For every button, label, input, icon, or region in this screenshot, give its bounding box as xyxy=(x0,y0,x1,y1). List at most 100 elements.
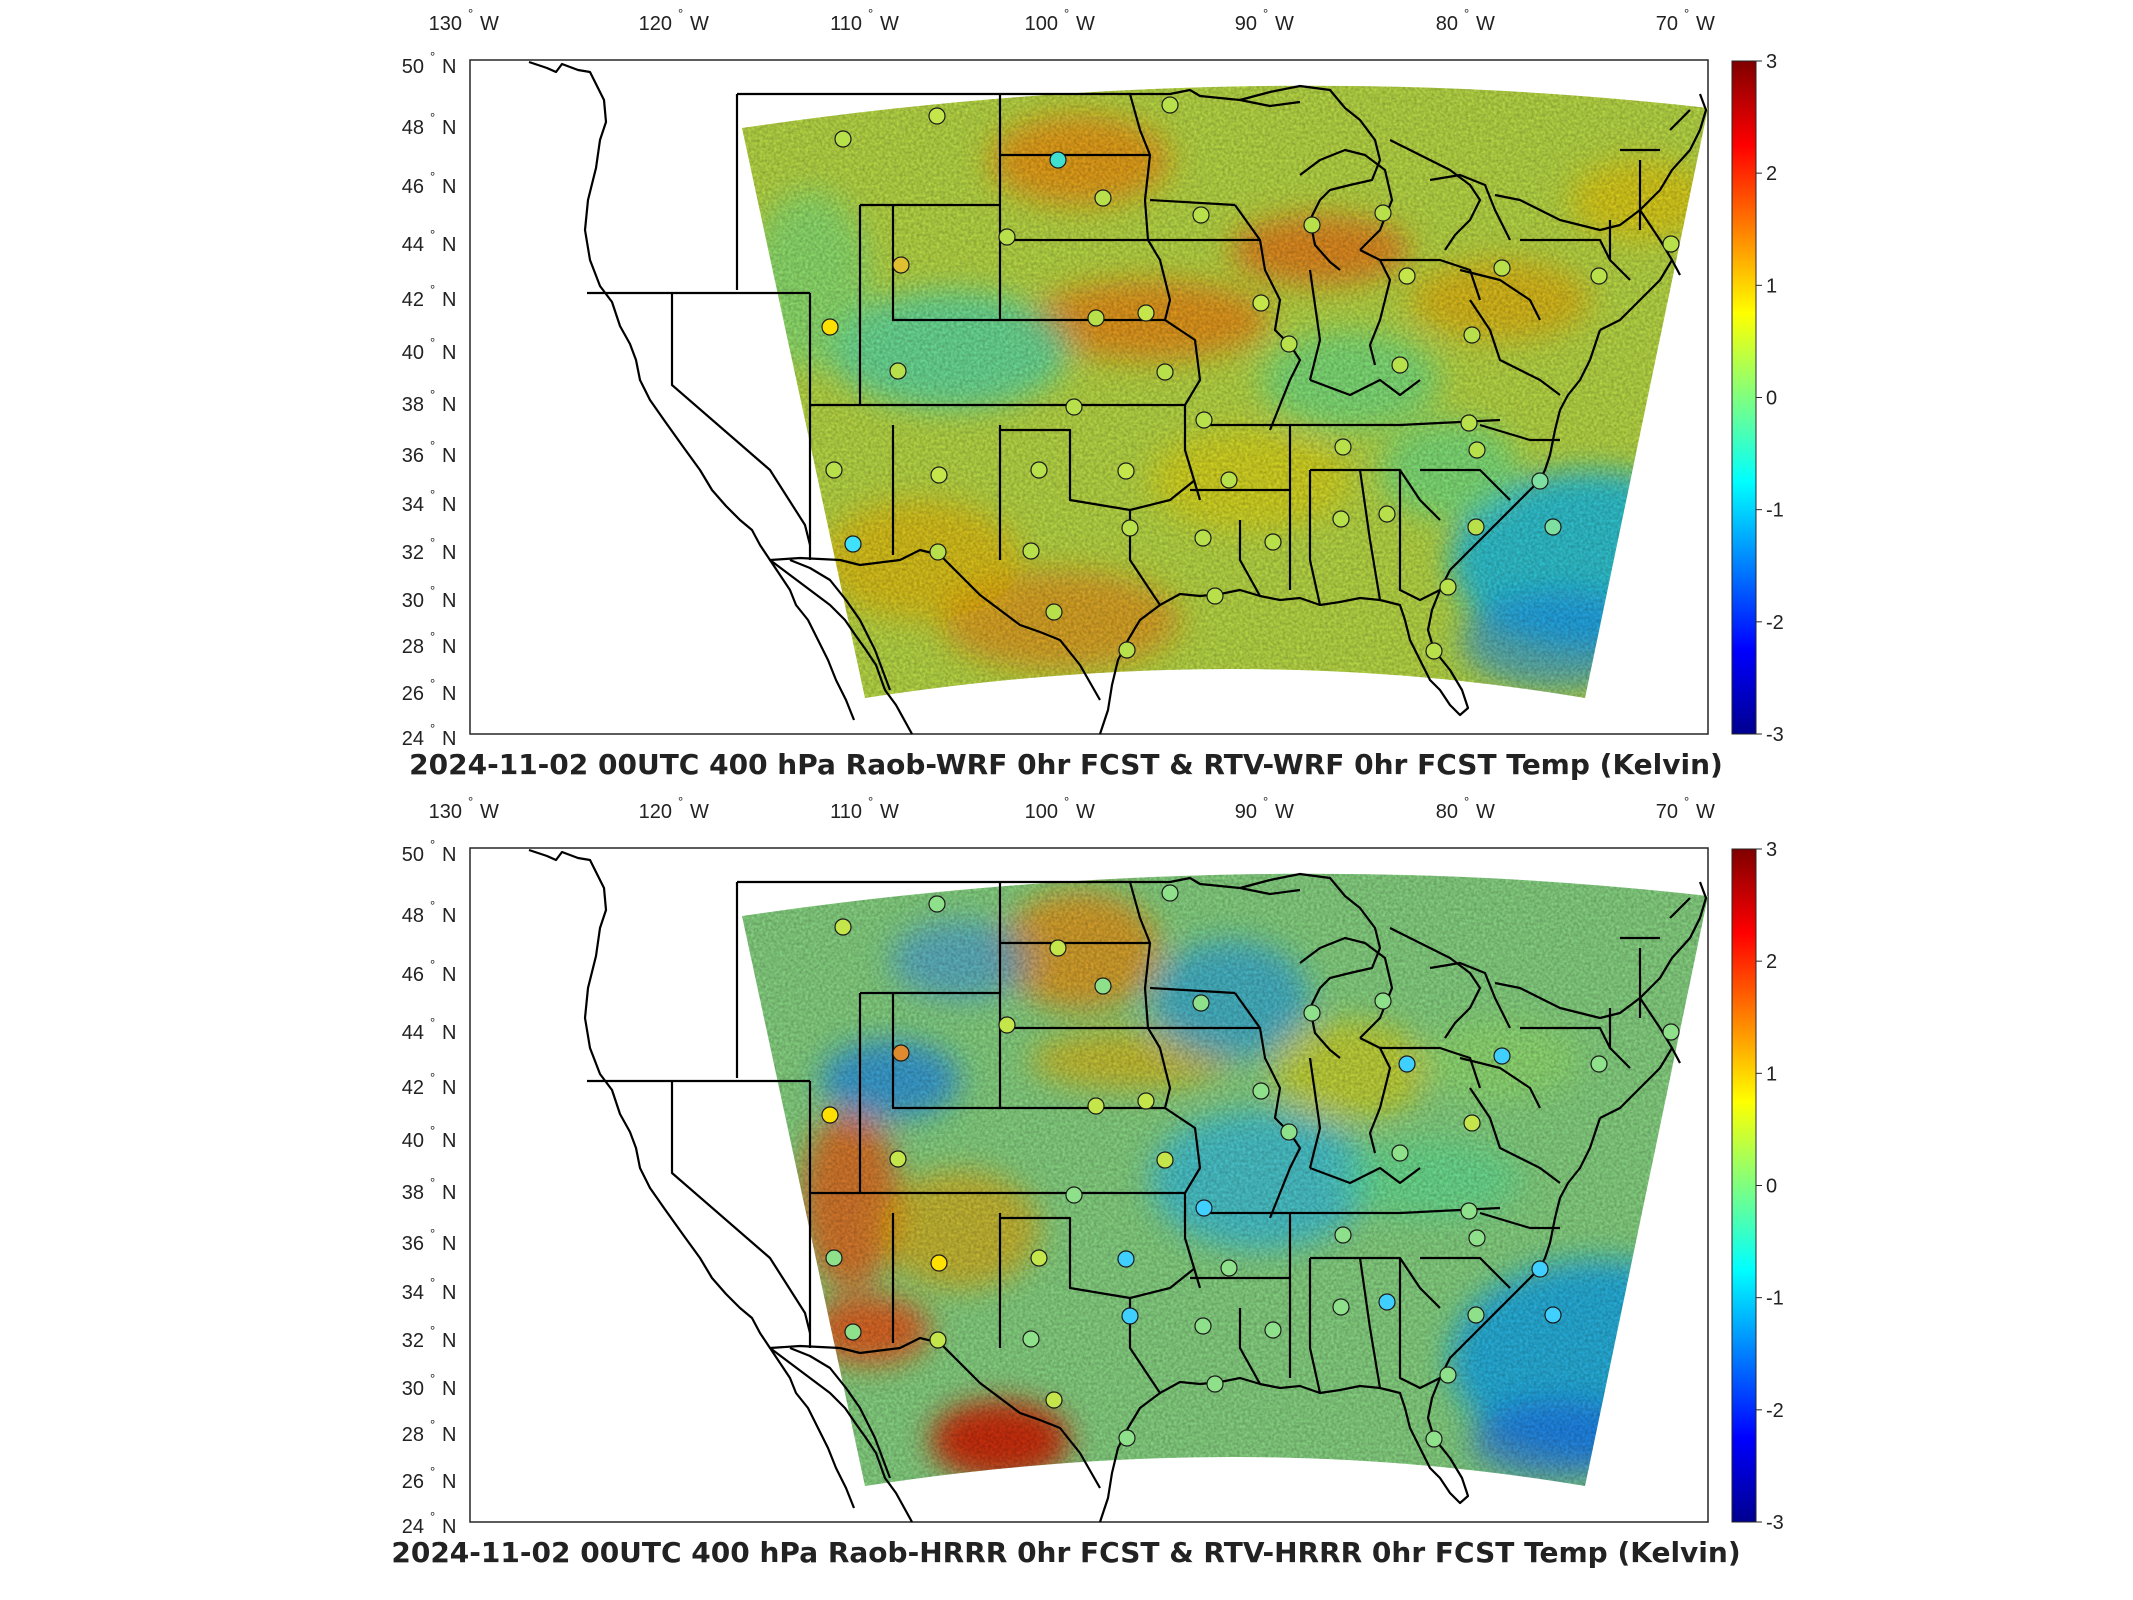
lat-tick-value: 40 xyxy=(402,342,424,364)
top-lat-tick-label: 26 ° N xyxy=(402,676,457,705)
lon-tick-value: 90 xyxy=(1235,801,1257,823)
lat-tick-direction: N xyxy=(442,342,456,364)
top-lon-tick-label: 120 ° W xyxy=(639,6,709,35)
degree-symbol-icon: ° xyxy=(1263,794,1268,809)
top-lat-tick-label: 34 ° N xyxy=(402,487,457,516)
colorbar-tick-label: -3 xyxy=(1766,724,1784,746)
lon-tick-value: 120 xyxy=(639,801,672,823)
lat-tick-direction: N xyxy=(442,234,456,256)
lat-tick-direction: N xyxy=(442,56,456,78)
lat-tick-value: 28 xyxy=(402,1424,424,1446)
degree-symbol-icon: ° xyxy=(430,535,435,550)
bottom-lon-tick-label: 110 ° W xyxy=(830,794,899,823)
colorbar-tick-label: 1 xyxy=(1766,1063,1777,1085)
lat-tick-direction: N xyxy=(442,445,456,467)
bottom-temperature-difference-field xyxy=(742,873,1708,1486)
lat-tick-direction: N xyxy=(442,1182,456,1204)
degree-symbol-icon: ° xyxy=(430,335,435,350)
degree-symbol-icon: ° xyxy=(430,957,435,972)
lon-tick-direction: W xyxy=(880,801,899,823)
degree-symbol-icon: ° xyxy=(430,676,435,691)
lat-tick-value: 32 xyxy=(402,542,424,564)
lat-tick-value: 34 xyxy=(402,494,424,516)
degree-symbol-icon: ° xyxy=(1064,794,1069,809)
degree-symbol-icon: ° xyxy=(1263,6,1268,21)
lon-tick-value: 70 xyxy=(1656,801,1678,823)
bottom-lon-tick-label: 120 ° W xyxy=(639,794,709,823)
lat-tick-direction: N xyxy=(442,494,456,516)
lat-tick-value: 48 xyxy=(402,117,424,139)
bottom-lat-tick-label: 36 ° N xyxy=(402,1226,457,1255)
lon-tick-direction: W xyxy=(1476,13,1495,35)
top-lat-axis: 50 ° N 48 ° N 46 ° N 44 ° N 42 ° N 40 ° N 38 ° N 36 ° N 34 ° N 32 ° N… xyxy=(402,49,457,750)
colorbar-tick-label: 0 xyxy=(1766,388,1777,410)
degree-symbol-icon: ° xyxy=(430,898,435,913)
degree-symbol-icon: ° xyxy=(868,6,873,21)
bottom-map-title: 2024-11-02 00UTC 400 hPa Raob-HRRR 0hr F… xyxy=(391,1536,1740,1569)
lat-tick-value: 28 xyxy=(402,636,424,658)
top-colorbar-ticks: 3 2 1 0 -1 -2 -3 xyxy=(1756,51,1784,746)
degree-symbol-icon: ° xyxy=(430,583,435,598)
lat-tick-value: 24 xyxy=(402,728,424,750)
colorbar-tick-label: -1 xyxy=(1766,500,1784,522)
bottom-lat-tick-label: 46 ° N xyxy=(402,957,457,986)
degree-symbol-icon: ° xyxy=(430,169,435,184)
bottom-lon-axis: 130 ° W 120 ° W 110 ° W 100 ° W 90 ° W 80 ° W 70 ° W xyxy=(429,794,1715,823)
lat-tick-value: 26 xyxy=(402,683,424,705)
lon-tick-value: 90 xyxy=(1235,13,1257,35)
lat-tick-direction: N xyxy=(442,542,456,564)
bottom-lat-tick-label: 40 ° N xyxy=(402,1123,457,1152)
top-raob-station-markers xyxy=(821,96,1680,660)
top-lon-tick-label: 70 ° W xyxy=(1656,6,1715,35)
top-lat-tick-label: 32 ° N xyxy=(402,535,457,564)
lon-tick-value: 100 xyxy=(1025,13,1058,35)
colorbar-tick-label: 0 xyxy=(1766,1176,1777,1198)
lat-tick-direction: N xyxy=(442,1424,456,1446)
degree-symbol-icon: ° xyxy=(430,1275,435,1290)
bottom-lat-tick-label: 38 ° N xyxy=(402,1175,457,1204)
degree-symbol-icon: ° xyxy=(430,438,435,453)
bottom-colorbar xyxy=(1731,848,1757,1523)
lat-tick-value: 38 xyxy=(402,1182,424,1204)
degree-symbol-icon: ° xyxy=(430,837,435,852)
degree-symbol-icon: ° xyxy=(430,110,435,125)
degree-symbol-icon: ° xyxy=(430,1417,435,1432)
colorbar-tick-label: 2 xyxy=(1766,163,1777,185)
lat-tick-direction: N xyxy=(442,117,456,139)
colorbar-tick-label: -2 xyxy=(1766,1400,1784,1422)
degree-symbol-icon: ° xyxy=(430,1464,435,1479)
top-lat-tick-label: 42 ° N xyxy=(402,282,457,311)
lat-tick-value: 42 xyxy=(402,1077,424,1099)
lat-tick-value: 34 xyxy=(402,1282,424,1304)
lat-tick-value: 44 xyxy=(402,1022,424,1044)
lat-tick-direction: N xyxy=(442,1516,456,1538)
lon-tick-value: 120 xyxy=(639,13,672,35)
degree-symbol-icon: ° xyxy=(430,1123,435,1138)
lon-tick-direction: W xyxy=(690,801,709,823)
bottom-lat-tick-label: 50 ° N xyxy=(402,837,457,866)
degree-symbol-icon: ° xyxy=(430,1175,435,1190)
lat-tick-direction: N xyxy=(442,1233,456,1255)
lat-tick-direction: N xyxy=(442,394,456,416)
top-lat-tick-label: 44 ° N xyxy=(402,227,457,256)
lat-tick-direction: N xyxy=(442,590,456,612)
top-colorbar-scale xyxy=(1731,60,1757,735)
lat-tick-direction: N xyxy=(442,1471,456,1493)
lat-tick-value: 50 xyxy=(402,56,424,78)
top-lon-tick-label: 90 ° W xyxy=(1235,6,1294,35)
top-lat-tick-label: 50 ° N xyxy=(402,49,457,78)
lon-tick-direction: W xyxy=(1076,801,1095,823)
lon-tick-value: 100 xyxy=(1025,801,1058,823)
top-lat-tick-label: 30 ° N xyxy=(402,583,457,612)
top-colorbar xyxy=(1731,60,1757,735)
degree-symbol-icon: ° xyxy=(430,1226,435,1241)
top-lon-tick-label: 130 ° W xyxy=(429,6,499,35)
lon-tick-direction: W xyxy=(1696,13,1715,35)
degree-symbol-icon: ° xyxy=(468,6,473,21)
degree-symbol-icon: ° xyxy=(468,794,473,809)
top-lat-tick-label: 38 ° N xyxy=(402,387,457,416)
bottom-lon-tick-label: 90 ° W xyxy=(1235,794,1294,823)
bottom-lat-tick-label: 42 ° N xyxy=(402,1070,457,1099)
bottom-lat-tick-label: 32 ° N xyxy=(402,1323,457,1352)
